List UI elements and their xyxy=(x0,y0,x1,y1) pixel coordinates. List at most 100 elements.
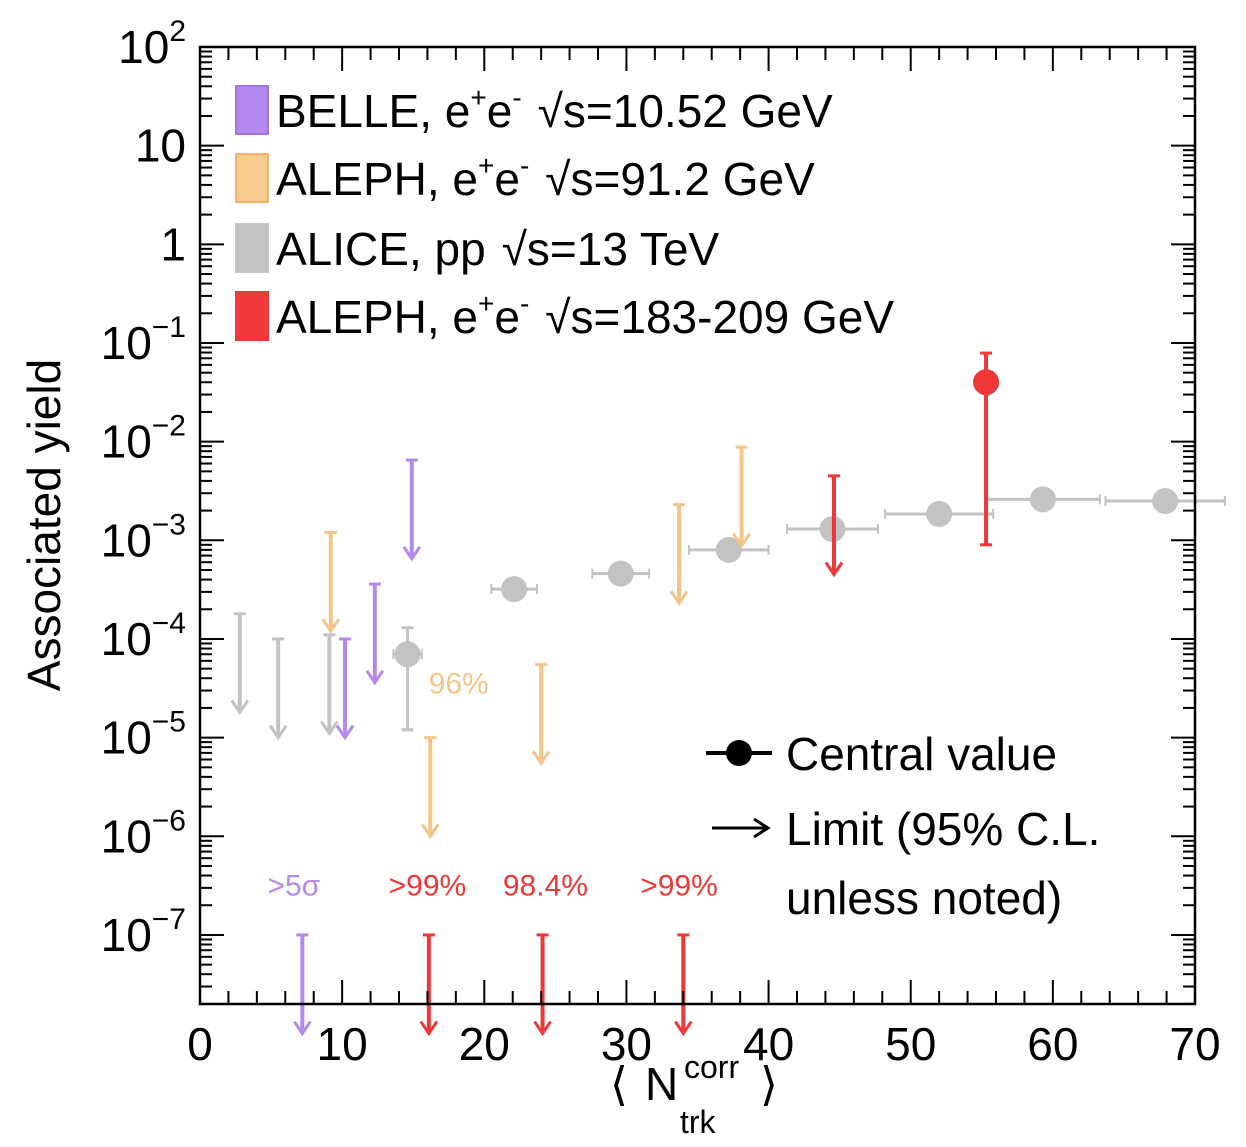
x-tick-label: 0 xyxy=(187,1018,213,1070)
key-central: Central value xyxy=(706,728,1057,780)
x-tick-label: 60 xyxy=(1027,1018,1078,1070)
y-tick-base: 10 xyxy=(118,21,169,73)
limit-arrow xyxy=(674,933,693,1037)
y-tick-label: 1 xyxy=(160,218,186,270)
y-tick-base: 1 xyxy=(160,218,186,270)
y-tick-base: 10 xyxy=(101,416,152,468)
legend-energy: √s=183-209 GeV xyxy=(545,291,894,343)
legend-mid: e xyxy=(494,153,520,205)
limit-arrow xyxy=(402,458,422,562)
y-tick-text: 10−2 xyxy=(101,410,186,468)
key-limit-arrowhead xyxy=(753,817,771,839)
x-title-sub: trk xyxy=(680,1104,717,1140)
y-tick-exponent: −7 xyxy=(152,903,186,936)
legend-name: ALICE, pp xyxy=(276,223,486,275)
y-tick-text: 10−5 xyxy=(101,706,186,764)
y-tick-exponent: −6 xyxy=(152,804,186,837)
x-title-close: ⟩ xyxy=(760,1058,778,1110)
x-tick-label: 40 xyxy=(743,1018,794,1070)
limit-head xyxy=(335,724,355,741)
y-tick-text: 10−1 xyxy=(101,311,186,369)
marker xyxy=(715,536,742,563)
y-tick-exponent: −3 xyxy=(152,508,186,541)
limit-head xyxy=(268,724,288,741)
legend-name: ALEPH, e xyxy=(276,291,478,343)
y-tick-base: 10 xyxy=(135,120,186,172)
legend-mid: e xyxy=(494,291,520,343)
limit-arrow xyxy=(365,582,385,686)
limit-head xyxy=(321,618,341,634)
y-tick-base: 10 xyxy=(101,514,152,566)
series-alice xyxy=(230,486,1226,741)
y-tick-text: 1 xyxy=(160,218,186,270)
y-tick-label: 10−1 xyxy=(101,311,186,369)
limit-head xyxy=(732,532,751,549)
marker xyxy=(926,500,953,527)
legend-swatch xyxy=(235,85,269,135)
y-tick-label: 10−4 xyxy=(101,607,186,665)
legend-sup: + xyxy=(478,288,494,319)
legend-energy: √s=13 TeV xyxy=(502,223,720,275)
y-tick-base: 10 xyxy=(101,712,152,764)
marker xyxy=(973,369,1000,396)
legend-entry: ALEPH, e+e- √s=91.2 GeV xyxy=(235,150,815,205)
limit-head xyxy=(230,699,250,716)
legend-energy: √s=10.52 GeV xyxy=(538,85,833,137)
limit-arrow xyxy=(421,736,440,839)
limit-arrow xyxy=(293,933,312,1037)
legend: BELLE, e+e- √s=10.52 GeV ALEPH, e+e- √s=91.… xyxy=(235,82,894,343)
marker xyxy=(1152,488,1179,515)
limit-head xyxy=(419,1020,439,1037)
legend-sup: - xyxy=(512,82,521,113)
y-tick-text: 10−7 xyxy=(101,903,186,961)
data-point xyxy=(490,576,538,603)
limit-arrow xyxy=(531,663,551,766)
y-tick-base: 10 xyxy=(101,909,152,961)
limit-arrow xyxy=(419,933,439,1037)
y-tick-label: 102 xyxy=(118,15,186,73)
x-tick-label: 20 xyxy=(459,1018,510,1070)
limit-head xyxy=(533,1020,552,1037)
limit-head xyxy=(674,1020,693,1037)
legend-swatch xyxy=(235,153,269,203)
legend-entry: ALEPH, e+e- √s=183-209 GeV xyxy=(235,288,894,343)
limit-head xyxy=(531,750,551,766)
y-tick-exponent: −5 xyxy=(152,706,186,739)
y-tick-text: 10 xyxy=(135,120,186,172)
legend-sup: - xyxy=(520,150,529,181)
limit-arrow xyxy=(732,445,751,549)
marker xyxy=(501,576,528,603)
y-tick-text: 102 xyxy=(118,15,186,73)
annotation-label: 96% xyxy=(429,668,489,701)
data-layer: 96% >5σ >99% 98.4% >99% xyxy=(230,351,1226,1037)
y-axis-title: Associated yield xyxy=(18,359,70,691)
legend-sup: + xyxy=(470,82,486,113)
limit-head xyxy=(293,1020,312,1037)
marker-key: Central value Limit (95% C.L. unless noted… xyxy=(706,728,1100,924)
legend-entry: ALICE, pp √s=13 TeV xyxy=(235,223,720,275)
legend-entry: BELLE, e+e- √s=10.52 GeV xyxy=(235,82,833,137)
marker xyxy=(607,560,634,587)
limit-arrow xyxy=(230,612,250,716)
data-point xyxy=(687,536,770,563)
y-tick-exponent: −1 xyxy=(152,311,186,344)
limit-arrow xyxy=(669,503,689,606)
y-tick-exponent: 2 xyxy=(169,15,186,48)
limit-arrow xyxy=(321,530,341,634)
data-point xyxy=(973,351,1000,547)
y-tick-base: 10 xyxy=(101,613,152,665)
legend-label: ALEPH, e+e- √s=183-209 GeV xyxy=(276,288,894,343)
data-point xyxy=(884,500,995,527)
y-tick-text: 10−6 xyxy=(101,804,186,862)
y-tick-exponent: −4 xyxy=(152,607,186,640)
legend-sup: - xyxy=(520,288,529,319)
key-central-marker xyxy=(726,740,752,766)
y-tick-label: 10−3 xyxy=(101,508,186,566)
limit-arrow xyxy=(824,474,844,578)
y-tick-label: 10−5 xyxy=(101,706,186,764)
limit-arrow xyxy=(533,933,552,1037)
y-tick-label: 10−7 xyxy=(101,903,186,961)
legend-name: ALEPH, e xyxy=(276,153,478,205)
